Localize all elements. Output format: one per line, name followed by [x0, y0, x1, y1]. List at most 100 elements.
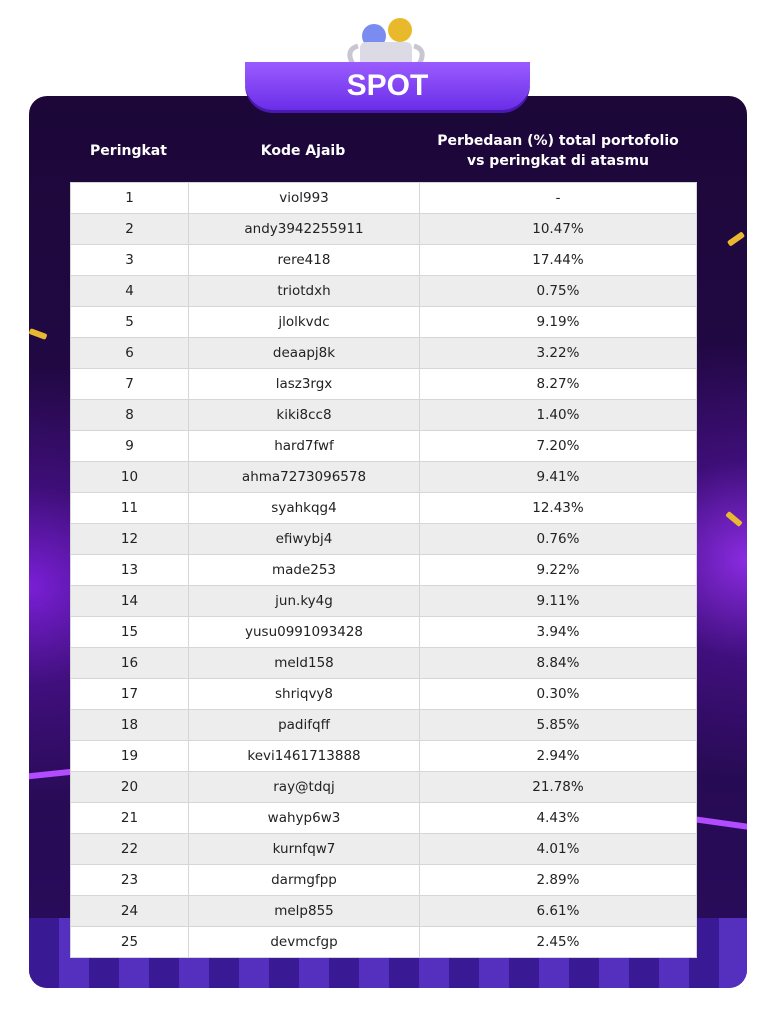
table-row: 5 jlolkvdc 9.19%: [70, 306, 697, 338]
table-row: 12 efiwybj4 0.76%: [70, 523, 697, 555]
rank-cell: 10: [70, 461, 189, 493]
code-cell: shriqvy8: [188, 678, 420, 710]
rank-cell: 20: [70, 771, 189, 803]
difference-cell: 7.20%: [419, 430, 697, 462]
rank-cell: 6: [70, 337, 189, 369]
confetti-icon: [726, 231, 746, 247]
rank-cell: 12: [70, 523, 189, 555]
difference-cell: 0.75%: [419, 275, 697, 307]
difference-cell: 4.01%: [419, 833, 697, 865]
difference-cell: 2.94%: [419, 740, 697, 772]
code-cell: rere418: [188, 244, 420, 276]
code-cell: made253: [188, 554, 420, 586]
rank-cell: 11: [70, 492, 189, 524]
rank-cell: 14: [70, 585, 189, 617]
difference-cell: 4.43%: [419, 802, 697, 834]
rank-cell: 2: [70, 213, 189, 245]
table-row: 11 syahkqg4 12.43%: [70, 492, 697, 524]
difference-cell: 5.85%: [419, 709, 697, 741]
difference-cell: 9.11%: [419, 585, 697, 617]
difference-cell: 0.30%: [419, 678, 697, 710]
difference-cell: 9.22%: [419, 554, 697, 586]
difference-cell: 9.19%: [419, 306, 697, 338]
rank-cell: 18: [70, 709, 189, 741]
code-cell: jun.ky4g: [188, 585, 420, 617]
table-row: 7 lasz3rgx 8.27%: [70, 368, 697, 400]
header-rank: Peringkat: [90, 143, 167, 159]
code-cell: andy3942255911: [188, 213, 420, 245]
rank-cell: 3: [70, 244, 189, 276]
difference-cell: -: [419, 182, 697, 214]
difference-cell: 2.89%: [419, 864, 697, 896]
rank-cell: 24: [70, 895, 189, 927]
code-cell: wahyp6w3: [188, 802, 420, 834]
code-cell: viol993: [188, 182, 420, 214]
table-row: 16 meld158 8.84%: [70, 647, 697, 679]
rank-cell: 9: [70, 430, 189, 462]
rank-cell: 21: [70, 802, 189, 834]
difference-cell: 10.47%: [419, 213, 697, 245]
header-code: Kode Ajaib: [260, 143, 346, 159]
rank-cell: 13: [70, 554, 189, 586]
rank-cell: 8: [70, 399, 189, 431]
badge-title: SPOT: [346, 69, 429, 102]
table-row: 9 hard7fwf 7.20%: [70, 430, 697, 462]
code-cell: syahkqg4: [188, 492, 420, 524]
code-cell: triotdxh: [188, 275, 420, 307]
table-row: 23 darmgfpp 2.89%: [70, 864, 697, 896]
difference-cell: 21.78%: [419, 771, 697, 803]
rank-cell: 7: [70, 368, 189, 400]
header-difference: Perbedaan (%) total portofolio vs pering…: [437, 133, 679, 169]
difference-cell: 12.43%: [419, 492, 697, 524]
difference-cell: 17.44%: [419, 244, 697, 276]
table-row: 2 andy3942255911 10.47%: [70, 213, 697, 245]
table-row: 15 yusu0991093428 3.94%: [70, 616, 697, 648]
difference-cell: 0.76%: [419, 523, 697, 555]
rank-cell: 25: [70, 926, 189, 958]
difference-cell: 6.61%: [419, 895, 697, 927]
code-cell: jlolkvdc: [188, 306, 420, 338]
rank-cell: 16: [70, 647, 189, 679]
code-cell: efiwybj4: [188, 523, 420, 555]
difference-cell: 3.94%: [419, 616, 697, 648]
rank-cell: 15: [70, 616, 189, 648]
code-cell: ahma7273096578: [188, 461, 420, 493]
code-cell: hard7fwf: [188, 430, 420, 462]
table-row: 17 shriqvy8 0.30%: [70, 678, 697, 710]
code-cell: melp855: [188, 895, 420, 927]
table-row: 6 deaapj8k 3.22%: [70, 337, 697, 369]
rank-cell: 5: [70, 306, 189, 338]
difference-cell: 8.27%: [419, 368, 697, 400]
confetti-icon: [29, 328, 48, 340]
leaderboard-table: 1 viol993-2 andy3942255911 10.47% 3 rere418 17…: [70, 182, 697, 958]
table-row: 21 wahyp6w3 4.43%: [70, 802, 697, 834]
rank-cell: 22: [70, 833, 189, 865]
table-row: 25 devmcfgp 2.45%: [70, 926, 697, 958]
code-cell: lasz3rgx: [188, 368, 420, 400]
rank-cell: 17: [70, 678, 189, 710]
confetti-icon: [725, 510, 743, 528]
table-row: 19 kevi1461713888 2.94%: [70, 740, 697, 772]
code-cell: deaapj8k: [188, 337, 420, 369]
code-cell: devmcfgp: [188, 926, 420, 958]
rank-cell: 1: [70, 182, 189, 214]
code-cell: padifqff: [188, 709, 420, 741]
table-row: 3 rere418 17.44%: [70, 244, 697, 276]
table-row: 22 kurnfqw7 4.01%: [70, 833, 697, 865]
code-cell: kevi1461713888: [188, 740, 420, 772]
code-cell: kurnfqw7: [188, 833, 420, 865]
difference-cell: 2.45%: [419, 926, 697, 958]
code-cell: meld158: [188, 647, 420, 679]
difference-cell: 3.22%: [419, 337, 697, 369]
difference-cell: 8.84%: [419, 647, 697, 679]
code-cell: kiki8cc8: [188, 399, 420, 431]
code-cell: darmgfpp: [188, 864, 420, 896]
rank-cell: 19: [70, 740, 189, 772]
table-row: 1 viol993-: [70, 182, 697, 214]
difference-cell: 9.41%: [419, 461, 697, 493]
code-cell: ray@tdqj: [188, 771, 420, 803]
table-row: 20 ray@tdqj 21.78%: [70, 771, 697, 803]
code-cell: yusu0991093428: [188, 616, 420, 648]
table-row: 14 jun.ky4g 9.11%: [70, 585, 697, 617]
table-row: 4 triotdxh 0.75%: [70, 275, 697, 307]
